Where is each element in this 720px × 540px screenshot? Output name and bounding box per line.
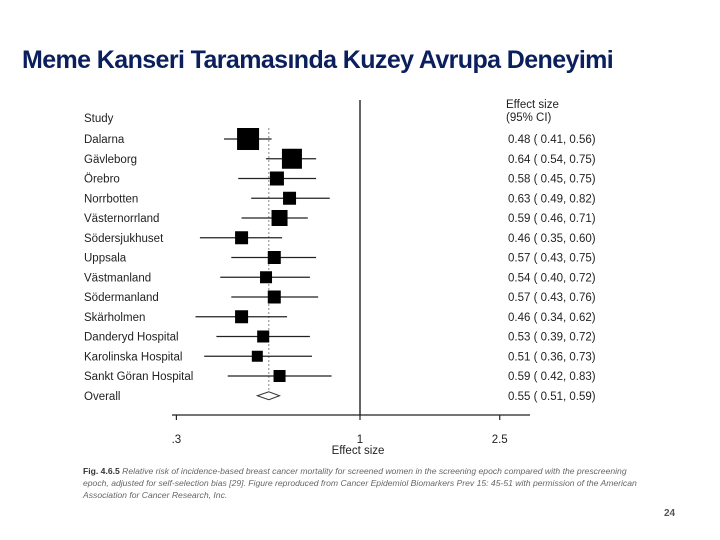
effect-marker	[271, 210, 288, 226]
effect-value: 0.63 ( 0.49, 0.82)	[508, 193, 596, 205]
effect-column-header-2: (95% CI)	[506, 112, 552, 124]
effect-marker	[281, 148, 302, 169]
effect-marker	[269, 171, 284, 186]
study-column-header: Study	[84, 113, 114, 125]
study-label: Norrbotten	[84, 193, 138, 205]
x-tick-label: 2.5	[492, 434, 508, 446]
caption-label: Fig. 4.6.5	[83, 466, 120, 476]
study-label: Skärholmen	[84, 312, 145, 324]
study-label: Södersjukhuset	[84, 233, 164, 245]
effect-value: 0.53 ( 0.39, 0.72)	[508, 332, 596, 344]
effect-value: 0.64 ( 0.54, 0.75)	[508, 154, 596, 166]
caption-text: Relative risk of incidence-based breast …	[83, 466, 637, 500]
effect-column-header-1: Effect size	[506, 99, 559, 111]
effect-value: 0.46 ( 0.34, 0.62)	[508, 312, 596, 324]
study-label: Sankt Göran Hospital	[84, 371, 193, 383]
study-label: Västernorrland	[84, 213, 159, 225]
study-label: Dalarna	[84, 134, 125, 146]
effect-marker	[260, 271, 273, 284]
x-axis-label: Effect size	[332, 445, 385, 457]
effect-marker	[235, 310, 249, 324]
study-label: Gävleborg	[84, 154, 137, 166]
effect-value: 0.58 ( 0.45, 0.75)	[508, 174, 596, 186]
effect-marker	[251, 350, 263, 362]
overall-label: Overall	[84, 391, 120, 403]
effect-marker	[273, 370, 286, 382]
page-number: 24	[664, 508, 676, 519]
effect-value: 0.57 ( 0.43, 0.76)	[508, 292, 596, 304]
study-label: Södermanland	[84, 292, 159, 304]
study-label: Västmanland	[84, 272, 151, 284]
study-label: Uppsala	[84, 253, 127, 265]
x-tick-label: .3	[172, 434, 182, 446]
effect-marker	[235, 231, 249, 245]
effect-value: 0.59 ( 0.42, 0.83)	[508, 371, 596, 383]
overall-diamond	[255, 391, 281, 401]
effect-value: 0.46 ( 0.35, 0.60)	[508, 233, 596, 245]
effect-marker	[267, 290, 281, 304]
slide-title: Meme Kanseri Taramasında Kuzey Avrupa De…	[22, 46, 614, 74]
study-label: Danderyd Hospital	[84, 332, 179, 344]
effect-value: 0.54 ( 0.40, 0.72)	[508, 272, 596, 284]
study-label: Karolinska Hospital	[84, 351, 182, 363]
effect-value: 0.51 ( 0.36, 0.73)	[508, 351, 596, 363]
study-label: Örebro	[84, 174, 120, 186]
overall-value: 0.55 ( 0.51, 0.59)	[508, 391, 596, 403]
x-tick-label: 1	[357, 434, 363, 446]
effect-value: 0.48 ( 0.41, 0.56)	[508, 134, 596, 146]
effect-marker	[257, 330, 270, 343]
effect-marker	[267, 251, 281, 264]
effect-value: 0.57 ( 0.43, 0.75)	[508, 253, 596, 265]
effect-marker	[283, 191, 297, 205]
effect-value: 0.59 ( 0.46, 0.71)	[508, 213, 596, 225]
effect-marker	[237, 128, 260, 150]
figure-caption: Fig. 4.6.5 Relative risk of incidence-ba…	[83, 465, 643, 501]
